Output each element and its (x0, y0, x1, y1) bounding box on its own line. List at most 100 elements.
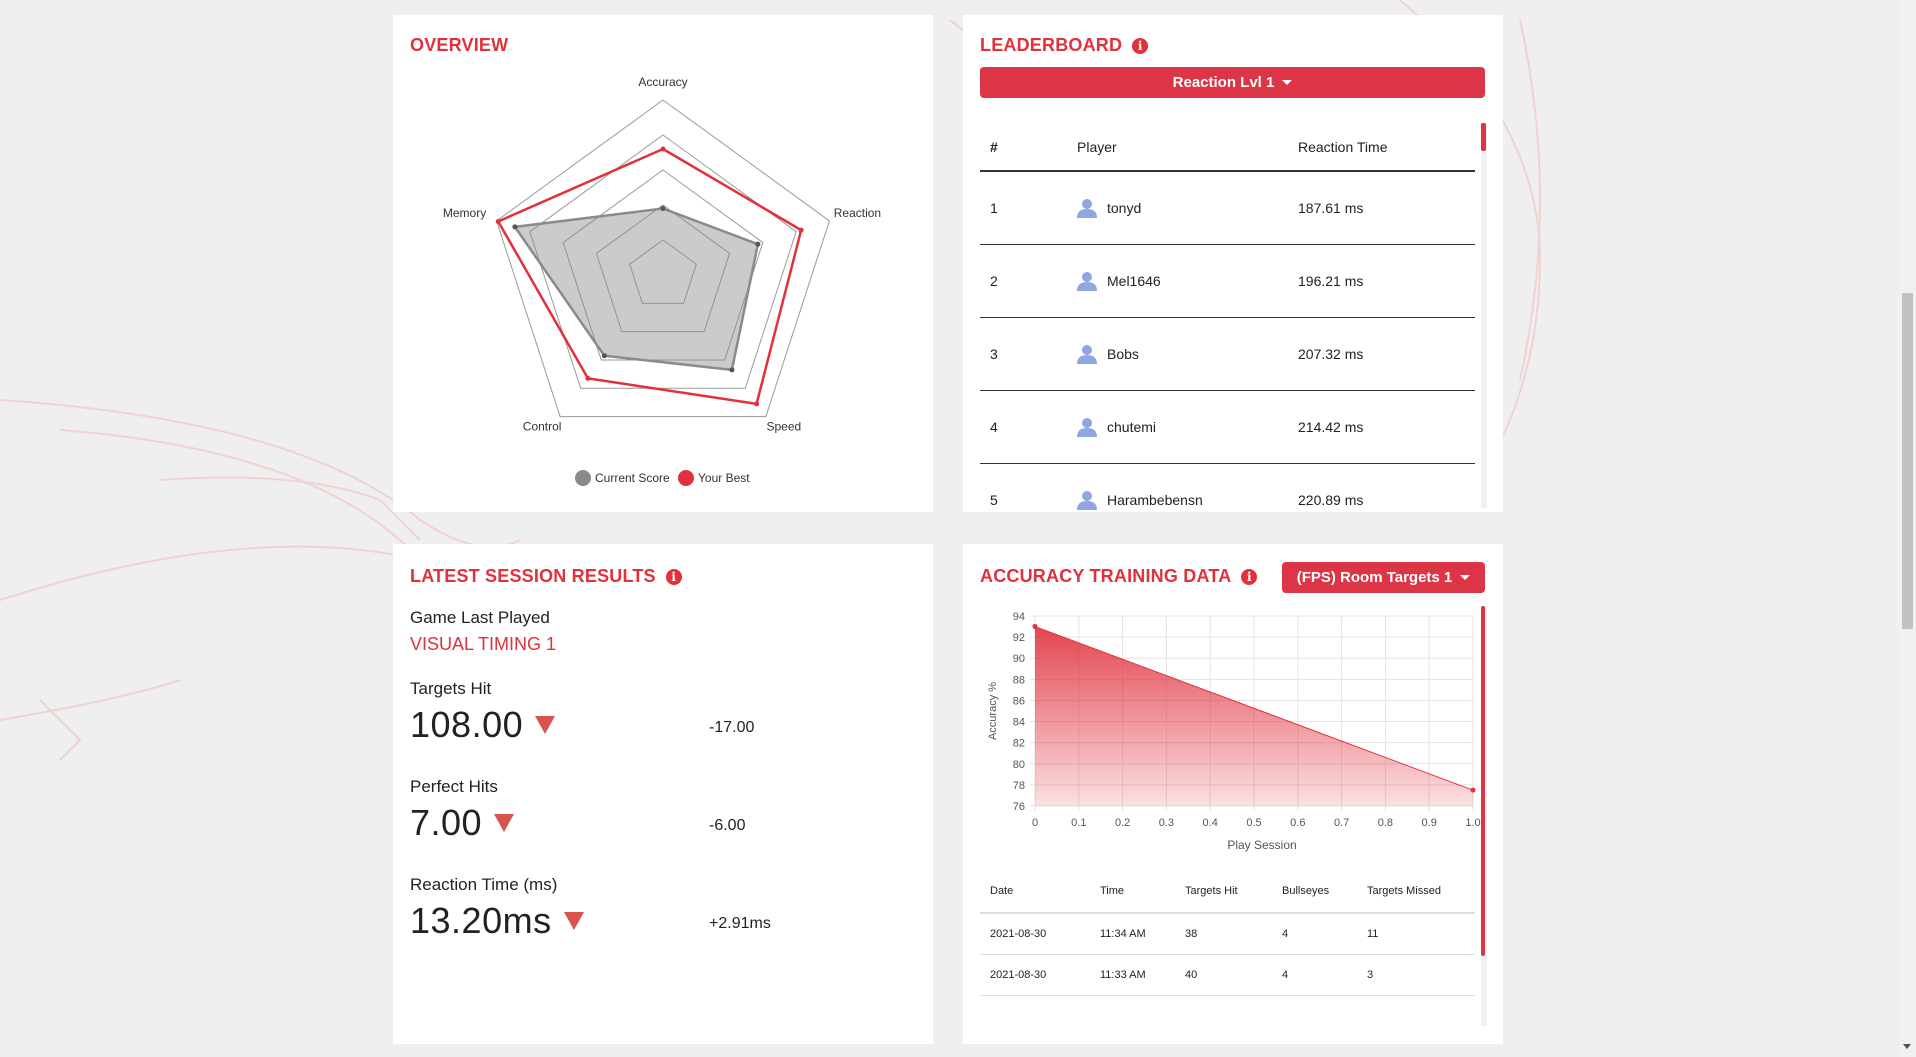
radar-axis-label: Speed (767, 420, 802, 434)
training-table-row: 2021-08-30 11:33 AM 40 4 3 (980, 955, 1475, 996)
table-cell: 4 (1282, 928, 1289, 940)
y-tick-label: 76 (1013, 801, 1025, 813)
leaderboard-time: 196.21 ms (1298, 273, 1364, 289)
page-scrollbar-thumb[interactable] (1902, 293, 1913, 629)
game-name: VISUAL TIMING 1 (410, 634, 557, 654)
leaderboard-player[interactable]: chutemi (1107, 419, 1157, 435)
table-cell: 3 (1367, 969, 1374, 981)
leaderboard-player[interactable]: Bobs (1107, 346, 1139, 362)
leaderboard-time: 187.61 ms (1298, 200, 1364, 216)
leaderboard-row: 3 Bobs 207.32 ms (980, 318, 1475, 391)
metric-delta: -17.00 (709, 719, 755, 736)
accuracy-dropdown-button[interactable]: (FPS) Room Targets 1 (1282, 562, 1485, 593)
radar-grid-ring (529, 134, 797, 389)
y-tick-label: 86 (1013, 695, 1025, 707)
radar-chart: Accuracy Reaction Speed Control Memory Curren… (443, 75, 881, 486)
legend-best-label: Your Best (698, 471, 750, 485)
user-icon (1077, 272, 1097, 291)
table-cell: 11:34 AM (1100, 928, 1146, 940)
y-tick-label: 78 (1013, 780, 1025, 792)
leaderboard-rank: 2 (990, 273, 998, 289)
accuracy-scrollbar-thumb[interactable] (1481, 606, 1485, 956)
trend-down-icon (494, 814, 515, 833)
legend-best-marker (678, 470, 694, 486)
metric-value: 7.00 (410, 802, 515, 844)
leaderboard-table-header: # Player Reaction Time (980, 123, 1475, 172)
radar-axis-label: Reaction (834, 206, 881, 220)
column-header: Date (990, 885, 1014, 897)
your-best-point (660, 146, 666, 152)
column-header-player: Player (1077, 138, 1117, 155)
column-header-rank: # (990, 138, 998, 155)
scroll-down-arrow-icon[interactable] (1903, 1044, 1911, 1049)
session-title-text: LATEST SESSION RESULTS (410, 566, 656, 586)
leaderboard-title: LEADERBOARD i (980, 35, 1149, 56)
your-best-point (754, 401, 760, 407)
caret-down-icon (1460, 575, 1471, 580)
table-cell: 4 (1282, 969, 1289, 981)
metric-delta: -6.00 (709, 817, 746, 834)
x-tick-label: 0 (1032, 817, 1038, 829)
metric-value-text: 7.00 (410, 802, 483, 843)
x-tick-label: 1.0 (1465, 817, 1480, 829)
leaderboard-row: 5 Harambebensn 220.89 ms (980, 464, 1475, 512)
column-header: Time (1100, 885, 1125, 897)
leaderboard-card: LEADERBOARD i Reaction Lvl 1 # Player Re… (963, 15, 1503, 512)
accuracy-title: ACCURACY TRAINING DATA i (980, 566, 1258, 587)
current-score-point (660, 206, 666, 211)
accuracy-point (1032, 624, 1038, 630)
leaderboard-time: 214.42 ms (1298, 419, 1364, 435)
legend-current-label: Current Score (595, 471, 670, 485)
accuracy-chart: 0 0.1 0.2 0.3 0.4 0.5 0.6 0.7 0.8 0.9 1.0 76 78 80 82 8… (987, 611, 1481, 852)
session-title: LATEST SESSION RESULTS i (410, 566, 682, 587)
overview-title: OVERVIEW (410, 35, 508, 56)
leaderboard-player[interactable]: Harambebensn (1107, 492, 1203, 508)
leaderboard-dropdown-button[interactable]: Reaction Lvl 1 (980, 67, 1485, 98)
user-icon (1077, 345, 1097, 364)
x-tick-label: 0.9 (1422, 817, 1437, 829)
current-score-point (601, 353, 607, 359)
radar-axis-label: Control (523, 420, 562, 434)
x-tick-label: 0.5 (1246, 817, 1261, 829)
current-score-point (755, 241, 761, 247)
table-cell: 11 (1367, 928, 1379, 940)
leaderboard-time: 220.89 ms (1298, 492, 1364, 508)
column-header: Targets Missed (1367, 885, 1441, 897)
session-card: LATEST SESSION RESULTS i Game Last Playe… (393, 544, 933, 1044)
overview-title-text: OVERVIEW (410, 35, 509, 55)
y-axis-label: Accuracy % (987, 682, 999, 740)
info-icon[interactable]: i (1132, 37, 1149, 54)
leaderboard-scrollbar-track[interactable] (1481, 123, 1487, 508)
leaderboard-title-text: LEADERBOARD (980, 35, 1123, 55)
table-cell: 2021-08-30 (990, 969, 1047, 981)
info-icon[interactable]: i (1241, 568, 1258, 585)
leaderboard-player[interactable]: Mel1646 (1107, 273, 1161, 289)
info-icon[interactable]: i (665, 568, 682, 585)
metric-delta: +2.91ms (709, 915, 771, 932)
leaderboard-row: 4 chutemi 214.42 ms (980, 391, 1475, 464)
column-header: Bullseyes (1282, 885, 1330, 897)
column-header-reaction-time: Reaction Time (1298, 138, 1388, 155)
your-best-line (496, 147, 803, 406)
trend-down-icon (535, 716, 556, 735)
leaderboard-rank: 3 (990, 346, 998, 362)
y-tick-label: 94 (1013, 611, 1025, 623)
x-tick-label: 0.4 (1203, 817, 1218, 829)
accuracy-point (1470, 787, 1476, 793)
column-header: Targets Hit (1185, 885, 1238, 897)
x-tick-label: 0.3 (1159, 817, 1174, 829)
metric-value: 13.20ms (410, 900, 584, 942)
radar-grid-ring (629, 239, 697, 304)
user-icon (1077, 491, 1097, 510)
leaderboard-player[interactable]: tonyd (1107, 200, 1142, 216)
accuracy-dropdown-label: (FPS) Room Targets 1 (1296, 569, 1453, 586)
y-tick-label: 84 (1013, 717, 1025, 729)
metric-value-text: 13.20ms (410, 900, 552, 941)
current-score-point (512, 224, 518, 230)
leaderboard-time: 207.32 ms (1298, 346, 1364, 362)
metric-value: 108.00 (410, 704, 556, 746)
leaderboard-scrollbar-thumb[interactable] (1481, 123, 1486, 151)
leaderboard-row: 1 tonyd 187.61 ms (980, 172, 1475, 245)
y-tick-label: 90 (1013, 653, 1025, 665)
